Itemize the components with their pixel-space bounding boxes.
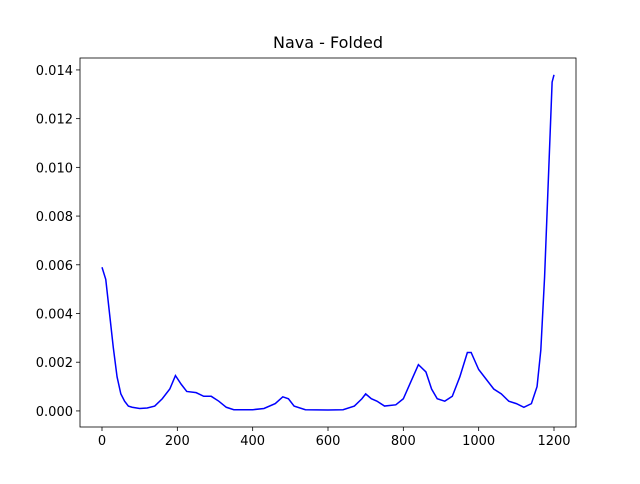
data-line <box>101 74 555 411</box>
x-tick-label: 800 <box>391 434 416 449</box>
x-tick-label: 1200 <box>537 434 570 449</box>
x-tick-label: 400 <box>240 434 265 449</box>
y-tick-label: 0.010 <box>36 161 73 176</box>
y-tick-label: 0.000 <box>36 405 73 420</box>
y-tick-label: 0.012 <box>36 113 73 128</box>
plot-frame <box>79 57 577 428</box>
y-tick-label: 0.014 <box>36 64 73 79</box>
x-tick-label: 1000 <box>462 434 495 449</box>
x-tick-label: 200 <box>165 434 190 449</box>
y-tick-label: 0.002 <box>36 356 73 371</box>
y-tick-label: 0.004 <box>36 307 73 322</box>
x-tick-label: 0 <box>98 434 106 449</box>
chart-title: Nava - Folded <box>273 33 383 52</box>
y-tick-label: 0.008 <box>36 210 73 225</box>
y-tick-label: 0.006 <box>36 259 73 274</box>
x-tick-label: 600 <box>316 434 341 449</box>
